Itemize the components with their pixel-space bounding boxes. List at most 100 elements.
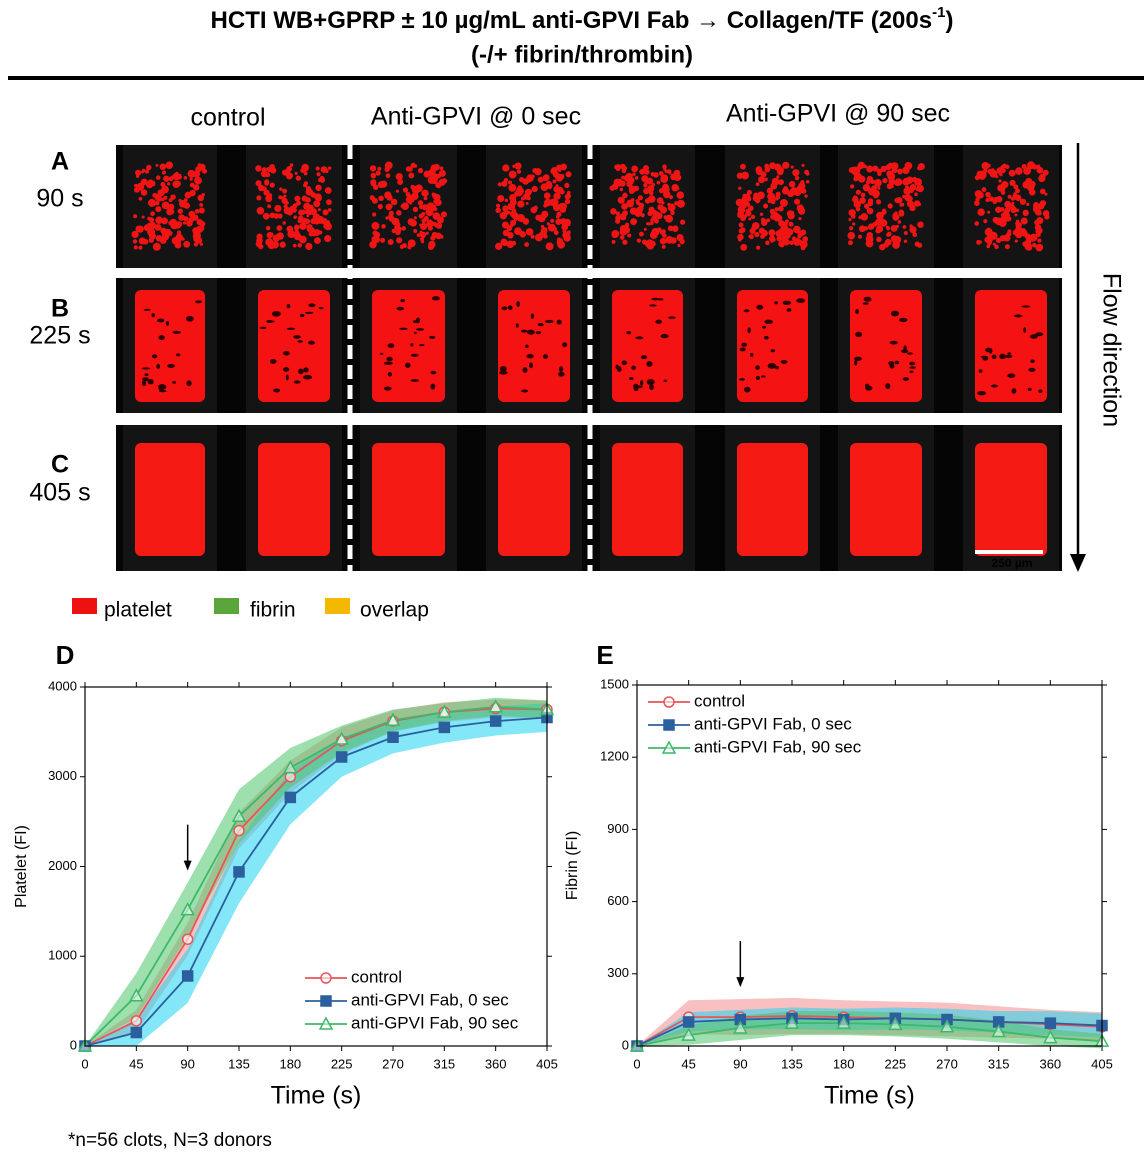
platelet-spot [615, 211, 621, 216]
platelet-spot [385, 216, 389, 220]
platelet-spot [305, 197, 311, 203]
platelet-spot [396, 237, 403, 244]
marker [387, 731, 399, 744]
platelet-spot [277, 213, 283, 219]
clot-gap [755, 365, 760, 370]
platelet-spot [315, 184, 322, 192]
clot-gap [763, 335, 769, 340]
line-chart: D 0 1000 2000 3000 4000 0 45 90 135 180 225 270 315 36… [13, 640, 558, 1110]
platelet-spot [615, 218, 621, 224]
clot-gap [308, 303, 316, 308]
platelet-spot [255, 180, 262, 187]
platelet-spot [135, 226, 141, 232]
platelet-spot [155, 206, 162, 213]
platelet-spot [269, 212, 276, 219]
platelet-spot [133, 214, 138, 219]
clot-gap [400, 299, 405, 303]
platelet-spot [324, 235, 332, 243]
platelet-spot [1002, 210, 1010, 218]
platelet-spot [1014, 194, 1022, 202]
platelet-spot [405, 166, 412, 172]
platelet-spot [138, 245, 143, 250]
y-tick-label: 3000 [48, 768, 77, 783]
clot-gap [387, 372, 393, 377]
clot-gap [522, 367, 528, 373]
platelet-spot [916, 184, 924, 193]
platelet-spot [634, 176, 639, 180]
platelet-spot [256, 195, 262, 201]
platelet-spot [647, 222, 651, 226]
platelet-spot [285, 172, 293, 180]
platelet-spot [546, 222, 550, 226]
clot-gap [383, 386, 392, 391]
platelet-spot [502, 205, 509, 212]
platelet-spot [858, 234, 863, 239]
platelet-spot [902, 194, 906, 199]
platelet-spot [269, 182, 275, 188]
platelet-spot [542, 174, 550, 181]
platelet-spot [300, 209, 306, 215]
platelet-spot [192, 184, 200, 191]
marker [733, 1020, 748, 1034]
platelet-spot [787, 190, 795, 198]
platelet-spot [508, 183, 517, 192]
platelet-spot [559, 174, 565, 180]
clot-gap [903, 345, 907, 351]
platelet-spot [905, 176, 914, 185]
platelet-spot [800, 229, 807, 236]
clot-gap [285, 374, 289, 381]
platelet-spot [668, 195, 673, 200]
platelet-spot [161, 185, 169, 194]
platelet-spot [760, 234, 765, 239]
clot-gap [383, 361, 393, 366]
platelet-spot [163, 175, 170, 182]
platelet-spot [380, 237, 386, 243]
platelet-spot [528, 189, 533, 194]
panel-label: D [56, 640, 75, 670]
platelet-spot [781, 187, 790, 195]
clot-gap [405, 362, 411, 368]
platelet-spot [192, 227, 199, 234]
platelet-spot [974, 200, 980, 206]
platelet-spot [279, 241, 286, 248]
platelet-spot [785, 228, 794, 236]
platelet-spot [1000, 167, 1006, 174]
platelet-spot [387, 239, 394, 245]
clot-gap [535, 331, 542, 335]
clot-gap [663, 379, 668, 383]
platelet-spot [502, 210, 509, 216]
marker [489, 715, 502, 727]
platelet-spot [1019, 198, 1027, 205]
platelet-spot [759, 212, 764, 217]
platelet-spot [419, 223, 423, 227]
platelet-spot [413, 228, 418, 233]
platelet-spot [510, 219, 517, 226]
platelet-spot [286, 225, 294, 233]
platelet-spot [622, 166, 628, 171]
platelet-spot [293, 232, 302, 241]
clot-gap [909, 366, 916, 369]
marker [488, 699, 503, 713]
platelet-spot [894, 181, 900, 186]
platelet-spot [894, 197, 900, 203]
platelet-spot [555, 218, 562, 225]
platelet-spot [1021, 164, 1027, 170]
series-line [636, 1022, 1103, 1047]
platelet-spot [884, 238, 892, 246]
platelet-spot [627, 233, 632, 238]
platelet-spot [641, 175, 649, 183]
platelet-spot [144, 169, 150, 174]
platelet-spot [865, 239, 874, 248]
clot-gap [739, 347, 746, 352]
platelet-spot [183, 176, 188, 180]
platelet-spot [756, 245, 761, 250]
legend-marker [663, 696, 675, 708]
clot-gap [259, 326, 267, 330]
platelet-spot [1015, 219, 1020, 223]
platelet-spot [326, 199, 332, 206]
platelet-spot [790, 165, 794, 169]
platelet-spot [155, 200, 160, 206]
platelet-spot [758, 176, 766, 184]
platelet-spot [622, 210, 628, 217]
platelet-spot [201, 192, 205, 197]
